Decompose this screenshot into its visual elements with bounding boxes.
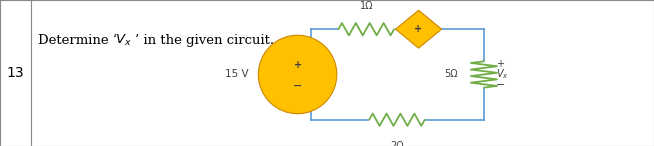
Polygon shape bbox=[396, 10, 441, 48]
Text: +: + bbox=[294, 60, 301, 70]
Text: 2Ω: 2Ω bbox=[390, 141, 404, 146]
Ellipse shape bbox=[258, 35, 337, 114]
Text: 13: 13 bbox=[7, 66, 24, 80]
Text: 15 V: 15 V bbox=[225, 69, 249, 79]
Text: −: − bbox=[293, 81, 302, 91]
Text: $V_x$: $V_x$ bbox=[115, 33, 131, 48]
Text: +: + bbox=[415, 24, 422, 34]
Text: Determine ‘: Determine ‘ bbox=[38, 34, 117, 47]
Text: $V_x$: $V_x$ bbox=[496, 68, 508, 81]
Text: ’ in the given circuit.: ’ in the given circuit. bbox=[135, 34, 274, 47]
Text: −: − bbox=[496, 80, 505, 90]
Text: 1Ω: 1Ω bbox=[360, 1, 373, 11]
Text: 5Ω: 5Ω bbox=[444, 69, 458, 79]
Text: +: + bbox=[496, 59, 504, 69]
